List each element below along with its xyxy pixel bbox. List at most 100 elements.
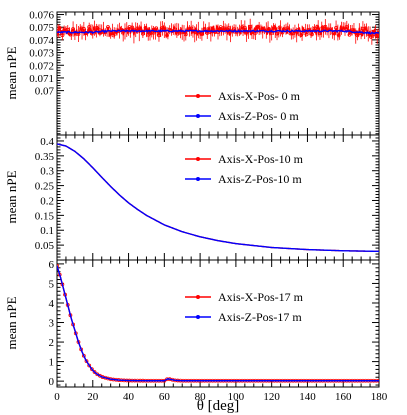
data-point <box>312 26 317 31</box>
series-line <box>57 29 379 35</box>
y-tick-label: 6 <box>49 259 55 271</box>
y-tick-label: 0.076 <box>29 10 54 22</box>
data-point <box>154 26 159 31</box>
x-tick-label: 100 <box>228 391 245 403</box>
data-point <box>374 33 379 38</box>
data-point <box>285 26 290 30</box>
data-point <box>71 27 75 31</box>
y-tick-label: 0.2 <box>40 195 54 207</box>
data-point <box>299 33 304 37</box>
data-point <box>267 26 271 31</box>
data-point <box>323 24 328 29</box>
data-point <box>275 31 279 36</box>
x-tick-label: 120 <box>263 391 280 403</box>
legend-label: Axis-X-Pos-10 m <box>218 152 304 166</box>
series-2 <box>57 29 379 35</box>
data-point <box>130 25 135 30</box>
y-tick-label: 0.072 <box>29 60 54 72</box>
panel-2-ytick-labels: 0.4 0.35 0.3 0.25 0.2 0.15 0.1 0.05 <box>35 136 55 252</box>
x-axis-label: θ [deg] <box>197 398 240 414</box>
panel-3-legend: Axis-X-Pos-17 m Axis-Z-Pos-17 m <box>185 290 304 324</box>
data-point <box>159 26 164 31</box>
y-tick-label: 4 <box>49 298 55 310</box>
panel-2-legend: Axis-X-Pos-10 m Axis-Z-Pos-10 m <box>185 152 304 186</box>
y-tick-label: 5 <box>49 278 55 290</box>
panel-1-legend: Axis-X-Pos- 0 m Axis-Z-Pos- 0 m <box>185 89 301 123</box>
legend-label: Axis-X-Pos-17 m <box>218 290 304 304</box>
y-tick-label: 0.05 <box>35 240 55 252</box>
data-point <box>95 26 100 30</box>
data-point <box>81 26 86 31</box>
data-point <box>143 25 148 30</box>
x-tick-label: 0 <box>54 391 60 403</box>
series-2 <box>57 265 379 382</box>
data-point <box>315 24 320 29</box>
y-tick-label: 0.075 <box>29 22 54 34</box>
y-tick-label: 0.07 <box>35 86 55 98</box>
data-point <box>256 24 261 29</box>
panel-1-ylabel: mean nPE <box>4 46 19 99</box>
data-point <box>347 32 352 37</box>
data-point <box>358 31 363 35</box>
legend-label: Axis-X-Pos- 0 m <box>218 89 301 103</box>
panel-1-series <box>57 18 379 45</box>
data-point <box>95 372 100 377</box>
data-point <box>57 25 62 30</box>
y-tick-label: 0.25 <box>35 181 55 193</box>
data-point <box>87 25 92 29</box>
panel-3-ylabel: mean nPE <box>4 296 19 349</box>
data-point <box>248 24 253 29</box>
data-point <box>89 367 94 372</box>
y-tick-label: 0.4 <box>40 136 54 148</box>
data-point <box>111 33 116 38</box>
series-area <box>57 18 379 45</box>
data-point <box>87 363 92 368</box>
panel-3-ytick-labels: 6 5 4 3 2 1 0 <box>49 259 55 388</box>
panel-1-ticks <box>56 11 380 135</box>
series-area <box>57 263 379 383</box>
y-tick-label: 1 <box>49 357 55 369</box>
y-tick-label: 0.074 <box>29 35 54 47</box>
data-point <box>245 29 250 34</box>
legend-marker <box>196 114 200 118</box>
panel-2: 0.4 0.35 0.3 0.25 0.2 0.15 0.1 0.05 Axis-X-Pos-… <box>4 134 380 261</box>
y-tick-label: 0.071 <box>29 73 54 85</box>
panel-3: 6 5 4 3 2 1 0 0 20 40 60 80 100 120 140 160 180 Axis-X-… <box>4 259 388 414</box>
panel-3-xtick-labels: 0 20 40 60 80 100 120 140 160 180 <box>54 391 388 403</box>
x-tick-label: 80 <box>195 391 207 403</box>
x-tick-label: 40 <box>123 391 135 403</box>
y-tick-label: 0.35 <box>35 151 55 163</box>
data-point <box>344 25 349 29</box>
series-line <box>57 24 379 39</box>
data-point <box>334 25 338 30</box>
x-tick-label: 60 <box>159 391 171 403</box>
data-point <box>304 32 309 37</box>
data-point <box>60 33 65 38</box>
legend-marker <box>196 94 200 98</box>
data-point <box>363 26 368 31</box>
data-point <box>57 29 59 33</box>
y-tick-label: 2 <box>49 337 55 349</box>
data-point <box>165 33 169 38</box>
legend-marker <box>196 295 200 299</box>
panel-3-series <box>57 263 379 383</box>
data-point <box>157 33 161 38</box>
data-point <box>355 33 360 38</box>
data-point <box>84 359 89 364</box>
y-tick-label: 0.1 <box>40 225 54 237</box>
legend-label: Axis-Z-Pos- 0 m <box>218 109 299 123</box>
data-point <box>277 25 282 30</box>
series-line <box>57 265 379 382</box>
legend-marker <box>196 157 200 161</box>
data-point <box>138 26 143 31</box>
y-tick-label: 0.15 <box>35 210 55 222</box>
data-point <box>183 32 188 37</box>
legend-marker <box>196 315 200 319</box>
panel-3-ticks <box>56 259 380 387</box>
y-tick-label: 0.073 <box>29 48 54 60</box>
series-area <box>57 143 379 253</box>
legend-label: Axis-Z-Pos-10 m <box>218 172 302 186</box>
